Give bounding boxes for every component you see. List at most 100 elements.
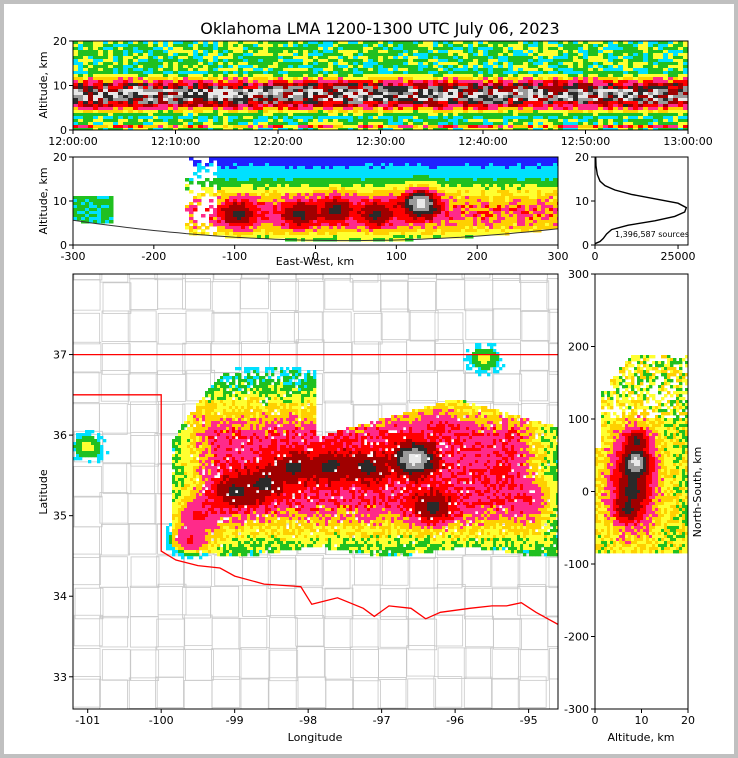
ew-altitude-cell (201, 181, 206, 185)
ew-altitude-cell (273, 205, 278, 209)
ew-altitude-cell (213, 214, 218, 218)
time-altitude-cell (438, 74, 444, 78)
ew-altitude-cell (261, 202, 266, 206)
ew-altitude-cell (281, 217, 286, 221)
time-altitude-cell (208, 104, 214, 108)
time-altitude-cell (478, 80, 484, 84)
time-altitude-cell (663, 107, 669, 111)
time-altitude-cell (583, 116, 589, 120)
time-altitude-cell (138, 47, 144, 51)
ew-altitude-cell (321, 226, 326, 230)
ew-altitude-cell (213, 157, 218, 161)
time-altitude-cell (363, 89, 369, 93)
time-altitude-cell (258, 107, 264, 111)
ew-altitude-cell (217, 223, 222, 227)
time-altitude-cell (203, 98, 209, 102)
ew-altitude-cell (293, 223, 298, 227)
time-altitude-cell (588, 59, 594, 63)
time-altitude-cell (588, 92, 594, 96)
time-altitude-cell (263, 74, 269, 78)
ew-altitude-cell (81, 205, 86, 209)
ew-altitude-cell (333, 175, 338, 179)
time-altitude-cell (428, 104, 434, 108)
time-altitude-cell (513, 119, 519, 123)
time-altitude-cell (448, 62, 454, 66)
time-altitude-cell (88, 116, 94, 120)
time-altitude-cell (543, 104, 549, 108)
time-altitude-cell (278, 50, 284, 54)
ew-altitude-cell (293, 190, 298, 194)
time-altitude-cell (348, 110, 354, 114)
time-altitude-cell (153, 68, 159, 72)
time-altitude-cell (553, 80, 559, 84)
time-altitude-cell (93, 89, 99, 93)
time-altitude-cell (158, 44, 164, 48)
time-altitude-cell (643, 122, 649, 126)
time-altitude-cell (373, 65, 379, 69)
ew-altitude-cell (325, 193, 330, 197)
time-altitude-cell (513, 89, 519, 93)
ew-altitude-cell (353, 226, 358, 230)
time-altitude-cell (168, 86, 174, 90)
time-altitude-cell (168, 53, 174, 57)
time-altitude-cell (453, 71, 459, 75)
time-altitude-cell (338, 68, 344, 72)
time-altitude-cell (608, 68, 614, 72)
ew-altitude-cell (249, 196, 254, 200)
ew-altitude-cell (269, 235, 274, 239)
time-altitude-cell (618, 89, 624, 93)
time-altitude-cell (78, 86, 84, 90)
ew-altitude-cell (281, 220, 286, 224)
time-altitude-cell (608, 74, 614, 78)
time-altitude-cell (123, 83, 129, 87)
time-altitude-cell (563, 110, 569, 114)
time-altitude-cell (163, 53, 169, 57)
time-altitude-cell (143, 110, 149, 114)
time-altitude-cell (558, 95, 564, 99)
time-altitude-cell (518, 71, 524, 75)
time-altitude-cell (548, 68, 554, 72)
time-altitude-cell (578, 62, 584, 66)
ew-altitude-cell (109, 217, 114, 221)
time-altitude-cell (458, 119, 464, 123)
time-altitude-cell (588, 68, 594, 72)
ew-altitude-cell (221, 190, 226, 194)
time-altitude-cell (608, 125, 614, 129)
time-altitude-cell (238, 98, 244, 102)
time-altitude-cell (318, 92, 324, 96)
time-altitude-cell (213, 98, 219, 102)
time-altitude-cell (628, 92, 634, 96)
time-altitude-cell (608, 86, 614, 90)
time-altitude-cell (393, 98, 399, 102)
time-altitude-cell (198, 122, 204, 126)
time-altitude-cell (98, 68, 104, 72)
time-altitude-cell (93, 107, 99, 111)
time-altitude-cell (148, 98, 154, 102)
ew-altitude-cell (237, 175, 242, 179)
time-altitude-cell (608, 62, 614, 66)
ew-altitude-cell (361, 196, 366, 200)
time-altitude-cell (373, 125, 379, 129)
ew-altitude-cell (313, 190, 318, 194)
time-altitude-cell (558, 59, 564, 63)
time-altitude-cell (193, 56, 199, 60)
ew-altitude-cell (325, 214, 330, 218)
ew-altitude-cell (309, 226, 314, 230)
time-altitude-cell (433, 71, 439, 75)
time-altitude-cell (158, 47, 164, 51)
time-altitude-cell (508, 77, 514, 81)
time-altitude-cell (428, 71, 434, 75)
time-altitude-cell (118, 62, 124, 66)
time-altitude-cell (153, 119, 159, 123)
ew-altitude-cell (245, 232, 250, 236)
time-altitude-cell (363, 95, 369, 99)
time-altitude-cell (293, 83, 299, 87)
time-altitude-cell (558, 62, 564, 66)
time-altitude-cell (258, 80, 264, 84)
time-altitude-cell (83, 107, 89, 111)
time-altitude-cell (608, 95, 614, 99)
ew-altitude-cell (361, 223, 366, 227)
time-altitude-cell (418, 56, 424, 60)
ew-altitude-cell (261, 232, 266, 236)
time-altitude-cell (148, 95, 154, 99)
